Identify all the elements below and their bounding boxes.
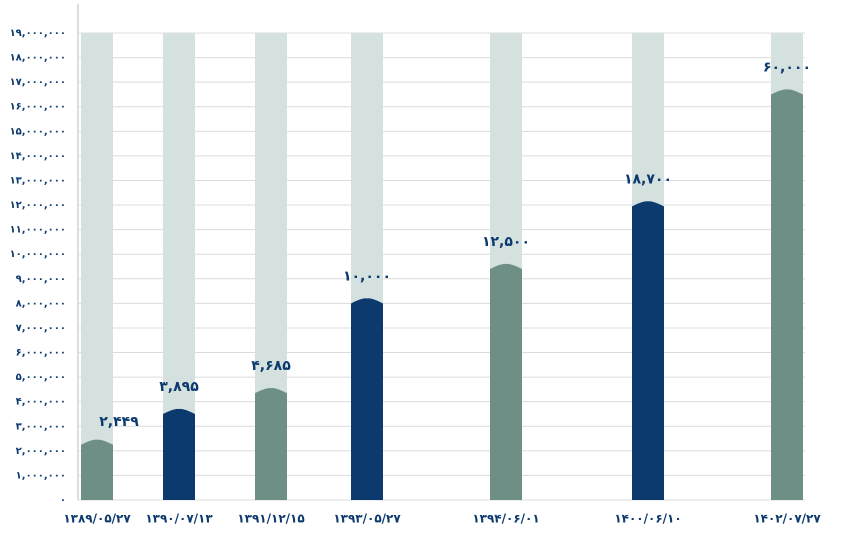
annotation: ۱۲,۵۰۰ [482, 234, 530, 250]
x-tick-label: ۱۳۹۰/۰۷/۱۳ [145, 512, 213, 526]
bar-background [81, 33, 113, 500]
y-tick-label: ۱۷,۰۰۰,۰۰۰ [10, 77, 66, 88]
y-tick-label: ۱۱,۰۰۰,۰۰۰ [10, 225, 66, 236]
bar [351, 298, 383, 500]
y-tick-label: ۱,۰۰۰,۰۰۰ [16, 470, 66, 481]
y-tick-label: ۱۸,۰۰۰,۰۰۰ [10, 53, 66, 64]
bar [632, 201, 664, 500]
y-tick-label: ۱۳,۰۰۰,۰۰۰ [10, 175, 66, 186]
annotation: ۶۰,۰۰۰ [763, 60, 811, 76]
bar [490, 263, 522, 500]
y-tick-label: ۵,۰۰۰,۰۰۰ [16, 372, 66, 383]
annotation: ۱۰,۰۰۰ [343, 268, 391, 284]
y-tick-label: ۴,۰۰۰,۰۰۰ [16, 397, 66, 408]
x-tick-label: ۱۴۰۰/۰۶/۱۰ [614, 512, 681, 526]
annotation: ۲,۴۴۹ [99, 414, 139, 430]
x-tick-label: ۱۳۹۳/۰۵/۲۷ [333, 512, 401, 526]
x-tick-label: ۱۴۰۲/۰۷/۲۷ [753, 512, 821, 526]
y-tick-label: ۸,۰۰۰,۰۰۰ [16, 298, 66, 309]
y-tick-label: ۰ [60, 495, 66, 506]
y-tick-label: ۱۵,۰۰۰,۰۰۰ [10, 126, 66, 137]
annotation: ۳,۸۹۵ [159, 379, 199, 395]
x-tick-label: ۱۳۸۹/۰۵/۲۷ [63, 512, 131, 526]
x-tick-label: ۱۳۹۴/۰۶/۰۱ [472, 512, 539, 526]
bar [771, 89, 803, 500]
bar [255, 388, 287, 500]
y-tick-label: ۶,۰۰۰,۰۰۰ [16, 348, 66, 359]
y-tick-label: ۱۴,۰۰۰,۰۰۰ [10, 151, 66, 162]
y-tick-label: ۳,۰۰۰,۰۰۰ [16, 421, 66, 432]
annotation: ۴,۶۸۵ [251, 358, 291, 374]
x-tick-label: ۱۳۹۱/۱۲/۱۵ [237, 512, 304, 526]
bar [81, 439, 113, 500]
y-tick-label: ۷,۰۰۰,۰۰۰ [16, 323, 66, 334]
y-tick-label: ۱۹,۰۰۰,۰۰۰ [10, 28, 66, 39]
y-tick-label: ۱۶,۰۰۰,۰۰۰ [10, 102, 66, 113]
y-tick-label: ۲,۰۰۰,۰۰۰ [16, 446, 66, 457]
y-tick-label: ۱۰,۰۰۰,۰۰۰ [10, 249, 66, 260]
bar [163, 408, 195, 500]
annotation: ۱۸,۷۰۰ [624, 171, 672, 187]
y-tick-label: ۱۲,۰۰۰,۰۰۰ [10, 200, 66, 211]
y-tick-label: ۹,۰۰۰,۰۰۰ [16, 274, 66, 285]
